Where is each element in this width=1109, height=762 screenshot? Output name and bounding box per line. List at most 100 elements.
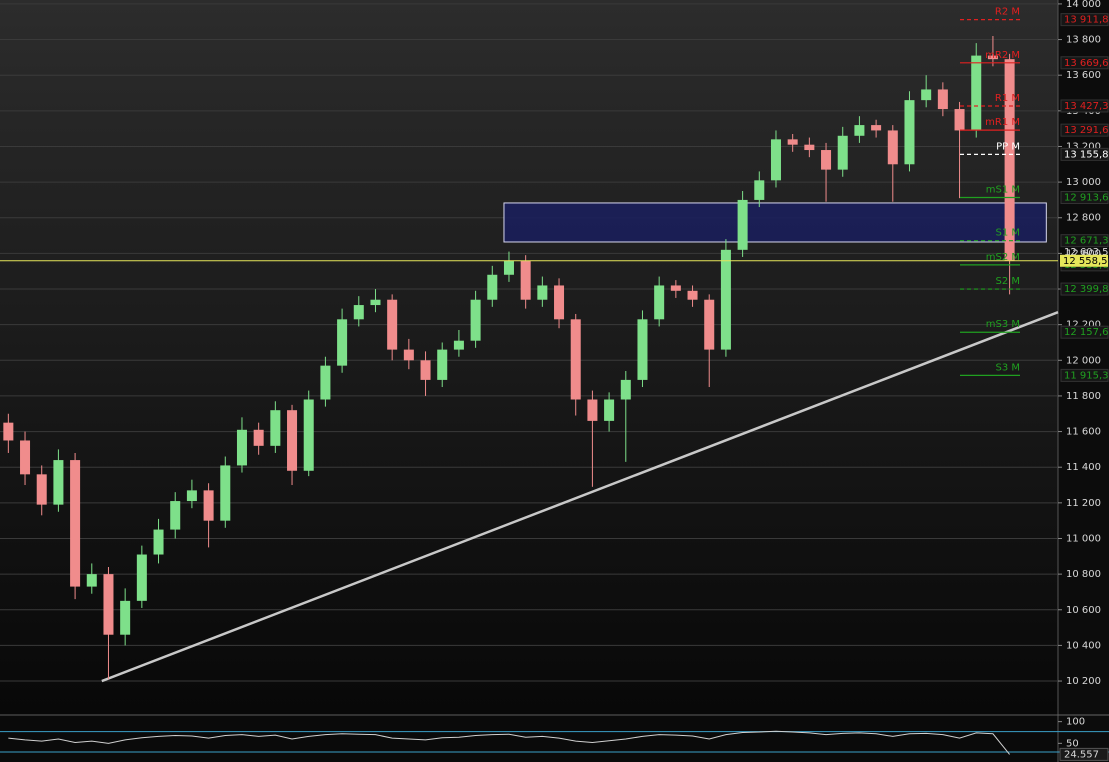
candle-body <box>587 399 598 421</box>
y-tick-label: 13 600 <box>1066 70 1101 81</box>
candle-body <box>70 460 81 587</box>
candle-body <box>687 290 698 300</box>
candle-body <box>871 125 882 131</box>
candle-body <box>320 365 331 400</box>
level-name: PP M <box>996 141 1020 152</box>
y-tick-label: 13 800 <box>1066 35 1101 46</box>
level-label-box <box>1060 123 1109 137</box>
level-name: R2 M <box>995 7 1020 18</box>
level-name: S3 M <box>995 362 1020 373</box>
level-name: mR1 M <box>985 117 1020 128</box>
level-label-box <box>1060 56 1109 70</box>
candle-body <box>804 144 815 151</box>
y-tick-label: 11 200 <box>1066 498 1101 509</box>
level-label-box <box>1060 368 1109 382</box>
y-tick-label: 10 400 <box>1066 640 1101 651</box>
y-tick-label: 12 600 <box>1066 248 1101 259</box>
candle-body <box>3 422 14 441</box>
level-name: S2 M <box>995 276 1020 287</box>
level-label-box <box>1060 325 1109 339</box>
indicator-last-box <box>1059 747 1109 761</box>
candle-body <box>453 340 464 350</box>
candle-body <box>570 319 581 400</box>
candle-body <box>720 249 731 350</box>
candle-body <box>1004 59 1015 261</box>
candle-body <box>537 285 548 300</box>
candle-body <box>287 410 298 471</box>
candle-body <box>303 399 314 471</box>
candle-body <box>554 285 565 320</box>
candle-body <box>954 109 965 131</box>
candle-body <box>654 285 665 320</box>
marker-label: 12 603,5 <box>1064 247 1109 258</box>
candle-body <box>737 199 748 250</box>
candle-body <box>253 429 264 446</box>
candle-body <box>236 429 247 466</box>
level-value-label: 11 915,3 <box>1064 370 1109 381</box>
last-price-box <box>1060 254 1108 267</box>
y-tick-label: 14 000 <box>1066 0 1101 10</box>
candle-body <box>270 410 281 446</box>
level-name: mS2 M <box>986 252 1020 263</box>
plot-background <box>0 0 1058 714</box>
candle-body <box>337 319 348 366</box>
y-tick-label: 13 200 <box>1066 141 1101 152</box>
level-value-label: 13 911,8 <box>1064 15 1109 26</box>
level-value-label: 13 155,8 <box>1064 149 1109 160</box>
candle-body <box>704 299 715 350</box>
candle-body <box>670 285 681 291</box>
y-tick-label: 10 600 <box>1066 605 1101 616</box>
level-value-label: 12 671,3 <box>1064 236 1109 247</box>
indicator-tick-label: 100 <box>1066 717 1085 728</box>
y-tick-label: 12 200 <box>1066 320 1101 331</box>
candle-body <box>787 139 798 145</box>
candle-body <box>387 299 398 350</box>
y-tick-label: 10 200 <box>1066 676 1101 687</box>
candle-body <box>887 130 898 165</box>
level-name: S1 M <box>995 228 1020 239</box>
y-tick-label: 12 000 <box>1066 355 1101 366</box>
level-value-label: 13 291,6 <box>1064 125 1109 136</box>
y-tick-label: 11 600 <box>1066 427 1101 438</box>
zone <box>503 202 1047 243</box>
candle-body <box>86 574 97 587</box>
last-price-label: 12 558,5 <box>1063 256 1108 267</box>
candle-body <box>437 349 448 380</box>
y-tick-label: 11 800 <box>1066 391 1101 402</box>
candle-body <box>921 89 932 101</box>
candle-body <box>821 150 832 170</box>
level-value-label: 12 913,6 <box>1064 193 1109 204</box>
y-tick-label: 10 800 <box>1066 569 1101 580</box>
candle-body <box>36 474 47 505</box>
candle-body <box>487 274 498 300</box>
level-value-label: 13 669,6 <box>1064 58 1109 69</box>
candle-body <box>837 135 848 170</box>
candle-body <box>403 349 414 361</box>
level-name: R1 M <box>995 93 1020 104</box>
candle-body <box>103 574 114 635</box>
candle-body <box>220 465 231 521</box>
candle-body <box>754 180 765 200</box>
candle-body <box>637 319 648 380</box>
candle-body <box>770 139 781 181</box>
level-label-box <box>1060 234 1109 248</box>
candle-body <box>854 125 865 136</box>
candle-body <box>520 260 531 300</box>
level-name: mS3 M <box>986 319 1020 330</box>
level-name: mR2 M <box>985 50 1020 61</box>
candle-body <box>120 600 131 635</box>
y-tick-label: 11 000 <box>1066 533 1101 544</box>
candle-body <box>136 554 147 601</box>
candle-body <box>470 299 481 341</box>
candle-body <box>937 89 948 110</box>
candle-body <box>53 460 64 505</box>
candle-body <box>604 399 615 421</box>
candle-body <box>170 501 181 530</box>
level-label-box <box>1060 282 1109 296</box>
level-label-box <box>1060 191 1109 205</box>
y-tick-label: 11 400 <box>1066 462 1101 473</box>
level-value-label: 12 399,8 <box>1064 284 1109 295</box>
y-tick-label: 12 800 <box>1066 213 1101 224</box>
